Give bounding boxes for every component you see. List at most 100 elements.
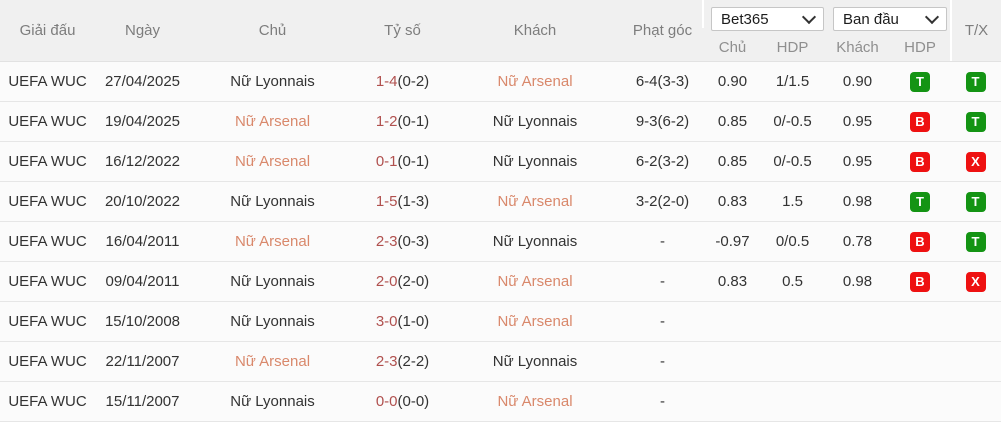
bet365-dropdown-label: Bet365 (721, 10, 769, 28)
away-team-cell: Nữ Arsenal (450, 302, 620, 341)
date-label: 27/04/2025 (104, 73, 181, 90)
table-row[interactable]: UEFA WUC 27/04/2025 Nữ Lyonnais 1-4 (0-2)… (0, 62, 1001, 102)
home-odds-cell (705, 342, 760, 381)
date-label: 16/12/2022 (104, 153, 181, 170)
away-odds-value: 0.98 (842, 193, 873, 210)
away-team-cell: Nữ Arsenal (450, 262, 620, 301)
table-row[interactable]: UEFA WUC 15/11/2007 Nữ Lyonnais 0-0 (0-0)… (0, 382, 1001, 422)
halftime-score: (1-0) (397, 313, 430, 330)
over-under-result-badge: X (965, 151, 986, 172)
date-cell: 15/10/2008 (95, 302, 190, 341)
hdp-result-cell: B (890, 102, 950, 141)
table-row[interactable]: UEFA WUC 16/04/2011 Nữ Arsenal 2-3 (0-3) … (0, 222, 1001, 262)
over-under-result-badge: T (965, 231, 986, 252)
over-under-result-cell: T (950, 222, 1001, 261)
hdp-value: 1.5 (782, 193, 803, 210)
home-team-label: Nữ Arsenal (234, 153, 311, 170)
over-under-result-cell (950, 342, 1001, 381)
home-team-cell: Nữ Lyonnais (190, 62, 355, 101)
ban-dau-dropdown[interactable]: Ban đầu (833, 7, 947, 31)
away-team-cell: Nữ Lyonnais (450, 222, 620, 261)
over-under-result-cell: T (950, 102, 1001, 141)
home-team-label: Nữ Arsenal (234, 233, 311, 250)
bookmaker-dropdown-wrap: Bet365 (705, 0, 825, 34)
home-odds-value: 0.85 (717, 153, 748, 170)
away-team-label: Nữ Arsenal (497, 193, 573, 210)
home-odds-value: 0.85 (717, 113, 748, 130)
hdp-cell (760, 342, 825, 381)
table-row[interactable]: UEFA WUC 16/12/2022 Nữ Arsenal 0-1 (0-1) … (0, 142, 1001, 182)
date-label: 15/11/2007 (105, 393, 180, 410)
away-odds-value: 0.78 (842, 233, 873, 250)
corners-value: - (660, 393, 665, 410)
away-team-label: Nữ Lyonnais (492, 113, 578, 130)
fulltime-score: 2-3 (375, 233, 398, 250)
subcol-header-hdp2: HDP (904, 39, 936, 56)
home-team-cell: Nữ Arsenal (190, 102, 355, 141)
corners-cell: 6-2(3-2) (620, 142, 705, 181)
table-row[interactable]: UEFA WUC 22/11/2007 Nữ Arsenal 2-3 (2-2) … (0, 342, 1001, 382)
league-cell: UEFA WUC (0, 342, 95, 381)
col-header-corners: Phạt góc (632, 22, 693, 39)
away-team-label: Nữ Lyonnais (492, 233, 578, 250)
home-odds-cell: 0.83 (705, 262, 760, 301)
away-team-cell: Nữ Arsenal (450, 62, 620, 101)
away-team-label: Nữ Lyonnais (492, 353, 578, 370)
corners-cell: - (620, 262, 705, 301)
score-cell: 3-0 (1-0) (355, 302, 450, 341)
away-team-label: Nữ Arsenal (497, 313, 573, 330)
corners-value: - (660, 273, 665, 290)
halftime-score: (2-2) (397, 353, 430, 370)
away-team-cell: Nữ Lyonnais (450, 342, 620, 381)
subcol-header-home-odds: Chủ (718, 39, 747, 56)
hdp-result-badge: B (910, 271, 930, 292)
home-team-label: Nữ Lyonnais (230, 273, 315, 290)
date-cell: 09/04/2011 (95, 262, 190, 301)
corners-value: 6-2(3-2) (635, 153, 690, 170)
date-cell: 20/10/2022 (95, 182, 190, 221)
hdp-result-cell: B (890, 222, 950, 261)
league-cell: UEFA WUC (0, 102, 95, 141)
away-odds-value: 0.95 (842, 153, 873, 170)
corners-cell: - (620, 342, 705, 381)
table-row[interactable]: UEFA WUC 15/10/2008 Nữ Lyonnais 3-0 (1-0)… (0, 302, 1001, 342)
col-header-date: Ngày (124, 22, 161, 39)
date-cell: 16/12/2022 (95, 142, 190, 181)
league-cell: UEFA WUC (0, 382, 95, 421)
hdp-result-cell: B (890, 262, 950, 301)
corners-cell: - (620, 382, 705, 421)
line-dropdown-wrap: Ban đầu (825, 0, 950, 34)
corners-cell: 9-3(6-2) (620, 102, 705, 141)
home-odds-value: 0.83 (717, 193, 748, 210)
hdp-result-badge: B (910, 111, 930, 132)
league-label: UEFA WUC (8, 313, 87, 330)
date-label: 22/11/2007 (105, 353, 180, 370)
away-team-cell: Nữ Arsenal (450, 182, 620, 221)
table-row[interactable]: UEFA WUC 19/04/2025 Nữ Arsenal 1-2 (0-1) … (0, 102, 1001, 142)
score-cell: 1-5 (1-3) (355, 182, 450, 221)
home-odds-cell: 0.85 (705, 102, 760, 141)
home-odds-value: 0.83 (717, 273, 748, 290)
halftime-score: (0-1) (397, 113, 430, 130)
fulltime-score: 2-3 (375, 353, 398, 370)
table-body: UEFA WUC 27/04/2025 Nữ Lyonnais 1-4 (0-2)… (0, 62, 1001, 422)
date-label: 16/04/2011 (105, 233, 180, 250)
league-cell: UEFA WUC (0, 62, 95, 101)
away-team-cell: Nữ Lyonnais (450, 142, 620, 181)
bet365-dropdown[interactable]: Bet365 (711, 7, 824, 31)
table-row[interactable]: UEFA WUC 09/04/2011 Nữ Lyonnais 2-0 (2-0)… (0, 262, 1001, 302)
home-odds-cell: 0.85 (705, 142, 760, 181)
hdp-result-cell (890, 302, 950, 341)
hdp-cell: 0/-0.5 (760, 102, 825, 141)
score-cell: 2-3 (2-2) (355, 342, 450, 381)
away-odds-cell (825, 302, 890, 341)
away-team-cell: Nữ Lyonnais (450, 102, 620, 141)
over-under-result-badge: X (965, 271, 986, 292)
date-cell: 19/04/2025 (95, 102, 190, 141)
away-odds-value: 0.90 (842, 73, 873, 90)
league-label: UEFA WUC (8, 273, 87, 290)
table-row[interactable]: UEFA WUC 20/10/2022 Nữ Lyonnais 1-5 (1-3)… (0, 182, 1001, 222)
hdp-result-badge: B (910, 151, 930, 172)
corners-value: 6-4(3-3) (635, 73, 690, 90)
away-odds-cell: 0.90 (825, 62, 890, 101)
